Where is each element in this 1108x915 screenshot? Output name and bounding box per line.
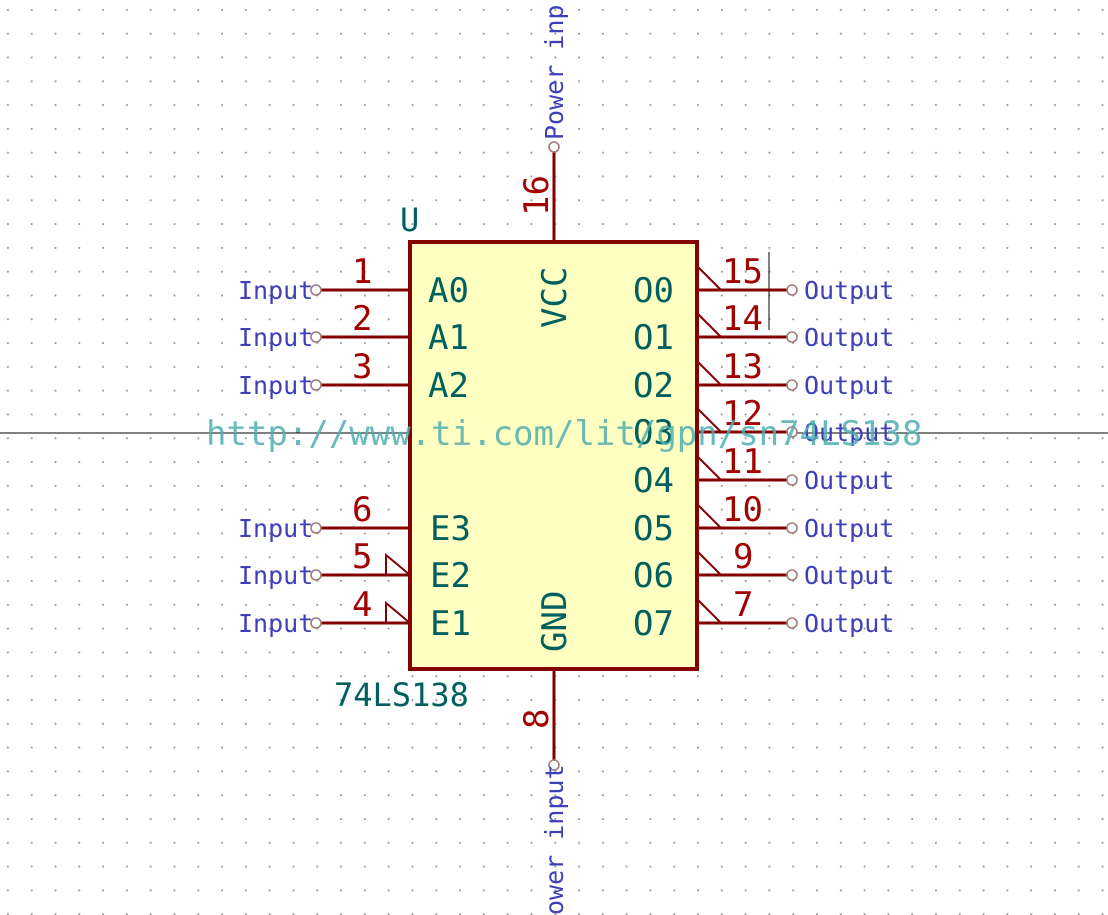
net-label: Input <box>238 276 313 305</box>
right-pin-o3[interactable]: 12 O3 Output <box>633 394 894 453</box>
right-pin-o4[interactable]: 11 O4 Output <box>633 442 894 501</box>
pin-number: 2 <box>352 299 372 339</box>
net-label: Input <box>238 371 313 400</box>
right-pin-o6[interactable]: 9 O6 Output <box>633 537 894 596</box>
pin-name: O5 <box>633 509 674 549</box>
net-label: Output <box>804 418 894 447</box>
net-label: Output <box>804 514 894 543</box>
pin-number: 5 <box>352 537 372 577</box>
vcc-net-label: Power inp <box>540 5 569 140</box>
pin-number: 11 <box>722 442 763 482</box>
right-pin-o1[interactable]: 14 O1 Output <box>633 299 894 358</box>
right-pin-o7[interactable]: 7 O7 Output <box>633 585 894 644</box>
pin-number: 7 <box>733 585 753 625</box>
left-pin-a2[interactable]: 3 A2 Input <box>238 347 469 406</box>
pin-number: 1 <box>352 252 372 292</box>
pin-name: A0 <box>428 271 469 311</box>
active-low-indicator <box>385 552 411 576</box>
pin-name: O3 <box>633 413 674 453</box>
pin-name: O0 <box>633 271 674 311</box>
pin-number: 15 <box>722 252 763 292</box>
right-pin-o0[interactable]: 15 O0 Output <box>633 252 894 311</box>
net-label: Output <box>804 609 894 638</box>
left-pin-e2[interactable]: 5 E2 Input <box>238 537 471 596</box>
pin-number: 14 <box>722 299 763 339</box>
vcc-pin-name: VCC <box>535 267 575 328</box>
component-value[interactable]: 74LS138 <box>334 676 469 714</box>
pin-number: 4 <box>352 585 372 625</box>
left-pin-e3[interactable]: 6 E3 Input <box>238 490 471 549</box>
pin-name: O1 <box>633 318 674 358</box>
ic-body[interactable] <box>408 240 699 671</box>
net-label: Input <box>238 323 313 352</box>
pin-name: E2 <box>430 556 471 596</box>
net-label: Output <box>804 323 894 352</box>
pin-name: O2 <box>633 366 674 406</box>
pin-number: 12 <box>722 394 763 434</box>
pin-name: E3 <box>430 509 471 549</box>
pin-number: 10 <box>722 490 763 530</box>
gnd-pin-name: GND <box>535 591 575 652</box>
datasheet-url[interactable]: http://www.ti.com/lit/gpn/sn74LS138 <box>206 414 922 454</box>
gnd-pin-end[interactable] <box>548 759 560 771</box>
active-low-indicator <box>385 600 411 624</box>
pin-name: A1 <box>428 318 469 358</box>
left-pin-a0[interactable]: 1 A0 Input <box>238 252 469 311</box>
reference-designator[interactable]: U <box>400 201 419 239</box>
pin-name: O4 <box>633 461 674 501</box>
right-pin-o5[interactable]: 10 O5 Output <box>633 490 894 549</box>
net-label: Output <box>804 371 894 400</box>
pin-name: O7 <box>633 604 674 644</box>
pin-name: O6 <box>633 556 674 596</box>
gnd-pin-number: 8 <box>517 709 557 729</box>
left-pin-e1[interactable]: 4 E1 Input <box>238 585 471 644</box>
net-label: Input <box>238 514 313 543</box>
pin-number: 13 <box>722 347 763 387</box>
gnd-net-label: ower input <box>540 764 569 915</box>
net-label: Output <box>804 466 894 495</box>
net-label: Input <box>238 609 313 638</box>
left-pin-a1[interactable]: 2 A1 Input <box>238 299 469 358</box>
pin-number: 3 <box>352 347 372 387</box>
right-pin-o2[interactable]: 13 O2 Output <box>633 347 894 406</box>
net-label: Input <box>238 561 313 590</box>
pin-number: 6 <box>352 490 372 530</box>
vcc-pin-end[interactable] <box>548 141 560 153</box>
net-label: Output <box>804 276 894 305</box>
net-label: Output <box>804 561 894 590</box>
pin-name: A2 <box>428 366 469 406</box>
pin-number: 9 <box>733 537 753 577</box>
vcc-pin-number: 16 <box>517 175 557 216</box>
pin-name: E1 <box>430 604 471 644</box>
